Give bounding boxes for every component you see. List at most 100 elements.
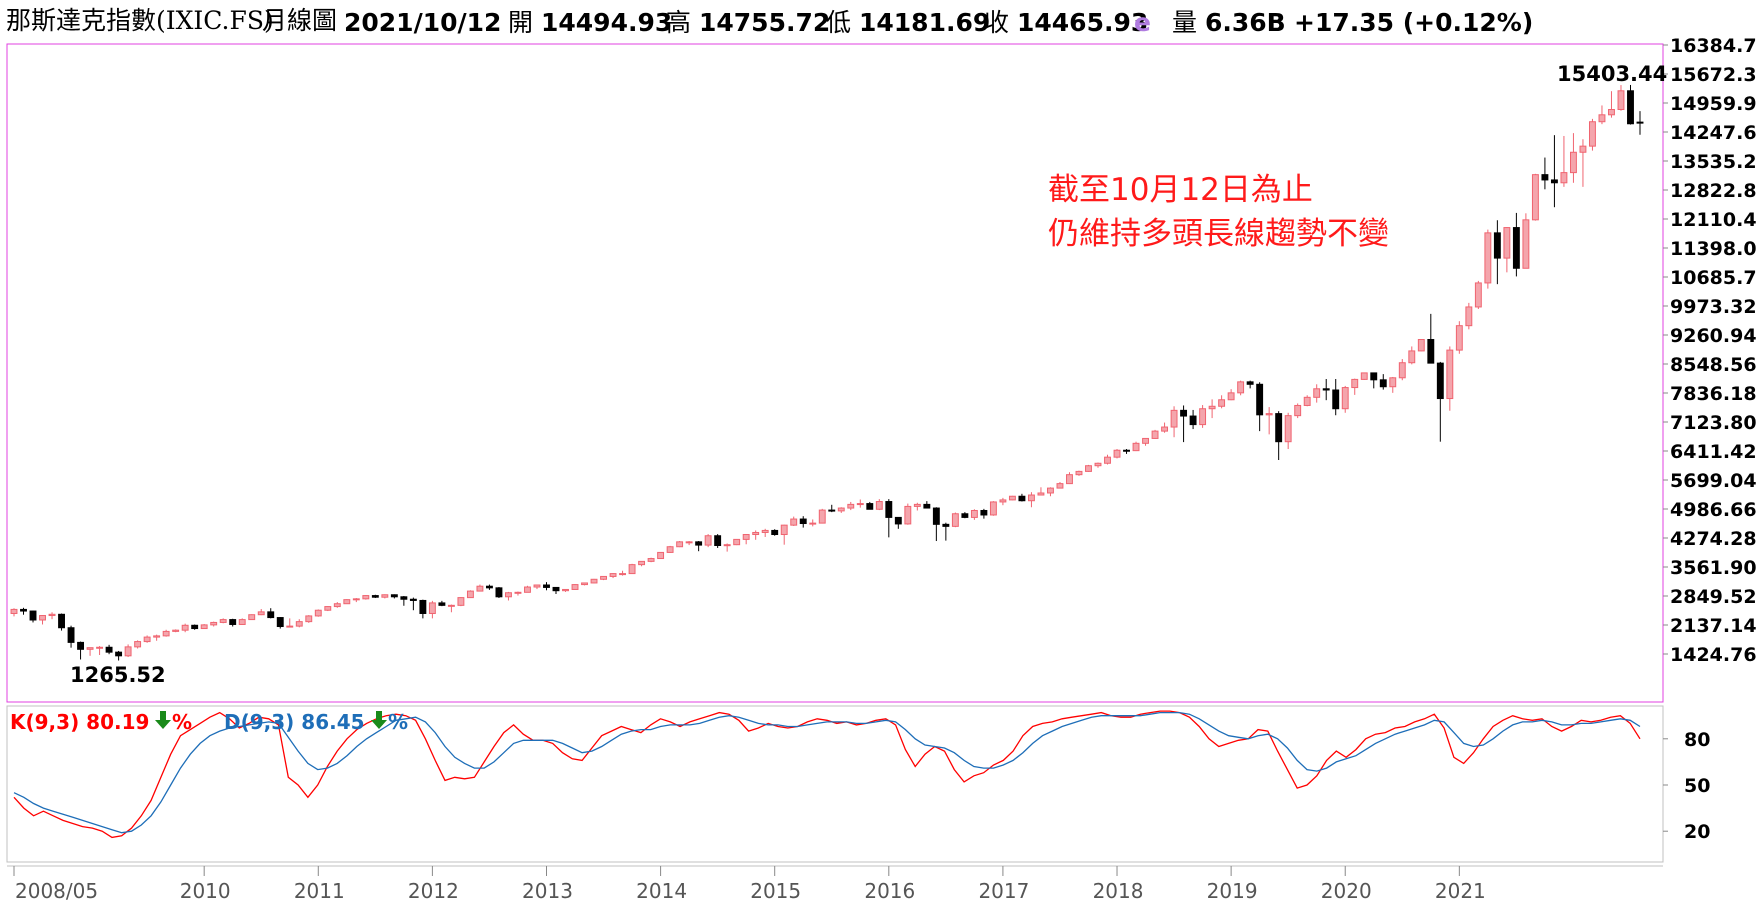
candle-body	[409, 598, 417, 601]
candle	[438, 600, 446, 607]
candle-body	[29, 610, 37, 621]
candle-body	[238, 619, 246, 625]
candle	[647, 557, 655, 563]
candle-body	[58, 613, 65, 629]
candle-body	[999, 499, 1007, 503]
low-price-label: 1265.52	[70, 663, 166, 687]
price-tick-label: 13535.2	[1670, 151, 1757, 173]
candle	[1427, 313, 1435, 364]
candle	[562, 588, 569, 592]
candle	[1037, 487, 1045, 496]
candle	[742, 534, 750, 545]
candle	[1170, 406, 1178, 438]
candle-body	[980, 509, 988, 516]
candle-body	[733, 538, 741, 546]
candle-body	[1503, 227, 1511, 259]
candle	[951, 512, 959, 528]
candle	[371, 594, 379, 599]
candle-body	[1056, 483, 1064, 489]
candle-body	[552, 586, 560, 592]
candle	[96, 646, 104, 656]
candle-body	[1313, 388, 1321, 398]
candle	[552, 586, 560, 594]
candle	[1484, 229, 1492, 289]
candle	[989, 501, 997, 516]
time-tick-label: 2011	[294, 879, 345, 903]
candle	[1018, 493, 1026, 502]
candle	[1132, 441, 1140, 452]
candle	[400, 595, 408, 606]
candle-body	[1560, 172, 1568, 184]
candle-body	[1360, 372, 1368, 380]
candle	[704, 534, 712, 548]
candle	[1474, 280, 1482, 309]
candle	[324, 606, 332, 612]
candle-body	[505, 592, 512, 598]
candle	[723, 543, 731, 552]
time-axis: 2008/05 2010 2011 2012 2013 2014 2015 2016 2017 2…	[7, 865, 1663, 903]
candle-body	[124, 646, 132, 657]
time-tick-label: 2013	[522, 879, 573, 903]
candle	[1066, 472, 1073, 485]
candle	[1636, 111, 1644, 135]
candle	[191, 624, 199, 630]
candle	[980, 508, 988, 519]
candle	[875, 499, 883, 511]
candle	[628, 563, 636, 575]
candle-body	[695, 541, 703, 546]
candle-body	[543, 584, 550, 588]
candle	[1617, 85, 1625, 111]
candle-body	[790, 518, 798, 526]
candle	[866, 501, 874, 510]
kd-tick-label: 80	[1684, 729, 1710, 751]
candle	[790, 516, 798, 526]
candle	[1227, 389, 1235, 401]
candle-body	[438, 602, 446, 606]
candle	[828, 504, 836, 513]
candle	[181, 623, 189, 633]
candle-body	[1627, 90, 1634, 125]
candle-body	[495, 587, 503, 598]
time-tick-label: 2012	[408, 879, 459, 903]
candle-body	[134, 641, 142, 648]
candle-body	[10, 608, 18, 614]
candle-body	[1455, 325, 1463, 351]
candle-body	[1265, 413, 1273, 416]
price-tick-label: 3561.90	[1670, 557, 1757, 579]
close-value: 14465.93	[1017, 8, 1149, 37]
candle-body	[1589, 121, 1596, 147]
candle-body	[77, 641, 85, 650]
candle-body	[1199, 408, 1207, 426]
candle-body	[1161, 426, 1169, 432]
candle-body	[1237, 381, 1245, 394]
candle	[210, 621, 218, 627]
period-label: 月線圖	[262, 6, 338, 35]
candle-body	[942, 523, 950, 527]
candle	[172, 629, 180, 633]
k-line	[13, 710, 1641, 839]
candle-body	[115, 651, 123, 657]
candle-body	[714, 535, 722, 547]
candle	[1370, 372, 1378, 389]
candle	[1493, 220, 1501, 285]
candle	[219, 618, 227, 624]
candle	[143, 635, 151, 643]
candle-body	[970, 509, 978, 518]
candle-body	[143, 636, 151, 643]
time-tick-label: 2010	[180, 879, 231, 903]
candle-body	[657, 551, 665, 560]
candle-body	[1579, 145, 1587, 153]
candle-body	[267, 611, 275, 619]
time-tick-label: 2019	[1207, 879, 1258, 903]
candle	[1541, 157, 1549, 190]
candle	[780, 524, 788, 545]
candle-body	[1379, 379, 1387, 388]
candle-body	[1550, 179, 1558, 184]
candle-body	[1085, 465, 1092, 472]
price-tick-label: 2849.52	[1670, 586, 1757, 608]
candle-body	[932, 507, 940, 525]
candle	[1341, 385, 1349, 413]
price-tick-label: 9973.32	[1670, 296, 1757, 318]
price-tick-label: 10685.7	[1670, 267, 1757, 289]
candle-body	[837, 507, 845, 512]
